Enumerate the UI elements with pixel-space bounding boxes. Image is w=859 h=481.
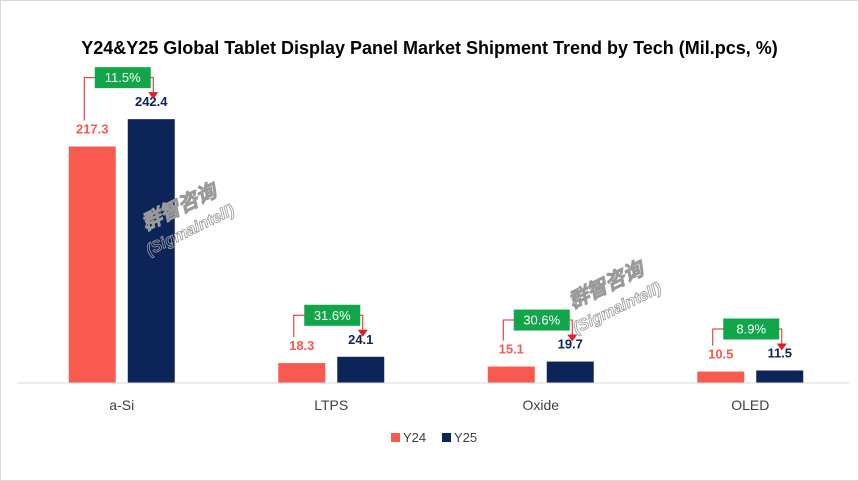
legend-label-y24: Y24 [403,430,426,445]
bar-y24-oxide [487,366,535,383]
growth-box [723,318,780,340]
growth-annotations: 11.5% 31.6% 30.6% 8.9% [83,67,787,351]
bar-label-y25-ltps: 24.1 [348,332,373,347]
bar-label-y24-oled: 10.5 [708,347,733,362]
bar-y24-ltps [278,363,326,383]
category-label-a-si: a-Si [109,397,134,413]
growth-annotation-oled: 8.9% [712,318,787,351]
category-label-ltps: LTPS [314,397,348,413]
bar-y25-a-si [127,119,175,383]
growth-arrow-icon [148,92,159,100]
growth-box [513,309,570,331]
category-label-oxide: Oxide [522,397,559,413]
legend-label-y25: Y25 [454,430,477,445]
growth-arrow-icon [776,343,787,351]
bar-label-y25-a-si: 242.4 [135,94,168,109]
bars-layer: 217.3 242.4 18.3 24.1 15.1 19.7 10.5 11.5 [68,94,804,383]
growth-annotation-oxide: 30.6% [502,309,578,342]
bar-y24-oled [697,371,745,383]
category-labels: a-Si LTPS Oxide OLED [109,397,769,413]
bar-y24-a-si [68,146,116,383]
growth-label: 8.9% [736,321,766,336]
bar-label-y25-oxide: 19.7 [558,337,583,352]
bar-y25-oled [756,370,804,383]
growth-arrow-icon [357,329,368,337]
growth-box [304,304,361,326]
growth-label: 30.6% [523,313,560,328]
category-label-oled: OLED [731,397,769,413]
bar-label-y24-a-si: 217.3 [76,121,109,136]
growth-annotation-a-si: 11.5% [83,67,159,121]
legend: Y24 Y25 [391,430,477,445]
legend-swatch-y24 [391,433,400,442]
bar-y25-oxide [546,361,594,383]
bar-label-y24-ltps: 18.3 [289,338,314,353]
growth-annotation-ltps: 31.6% [293,304,368,338]
watermark-2: 群智咨询 (Sigmaintell) [565,256,665,338]
bar-label-y25-oled: 11.5 [767,345,792,360]
bar-label-y24-oxide: 15.1 [499,342,524,357]
growth-arrow-icon [567,334,578,342]
bar-y25-ltps [337,356,385,383]
growth-box [94,67,151,89]
growth-label: 31.6% [314,308,351,323]
growth-label: 11.5% [105,70,141,85]
chart-title: Y24&Y25 Global Tablet Display Panel Mark… [81,38,778,58]
legend-swatch-y25 [442,433,451,442]
